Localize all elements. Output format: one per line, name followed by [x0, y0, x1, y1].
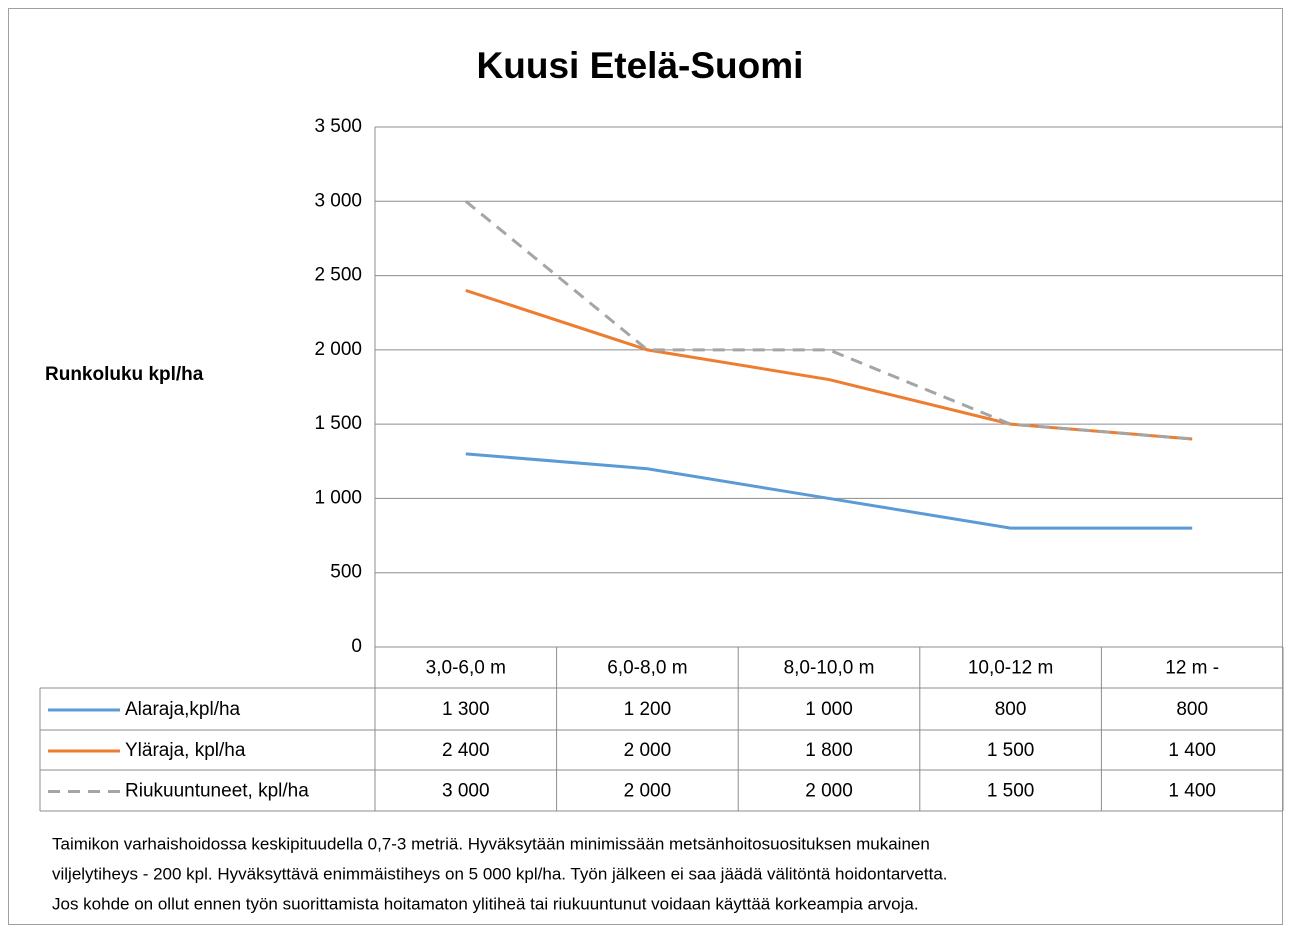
table-value: 2 000: [624, 740, 672, 761]
table-value: 3 000: [442, 781, 490, 802]
table-value: 1 400: [1168, 781, 1216, 802]
y-tick-label: 2 500: [314, 265, 362, 286]
y-tick-label: 2 000: [314, 339, 362, 360]
footnote: Taimikon varhaishoidossa keskipituudella…: [52, 834, 930, 853]
table-value: 800: [1176, 699, 1208, 720]
footnote: viljelytiheys - 200 kpl. Hyväksyttävä en…: [52, 864, 948, 883]
y-tick-label: 0: [351, 636, 362, 657]
legend-label: Alaraja,kpl/ha: [125, 699, 241, 720]
legend-label: Yläraja, kpl/ha: [125, 740, 246, 761]
chart-title: Kuusi Etelä-Suomi: [477, 45, 804, 86]
y-tick-label: 3 500: [314, 116, 362, 137]
y-tick-label: 3 000: [314, 190, 362, 211]
table-value: 1 800: [805, 740, 853, 761]
y-tick-label: 1 000: [314, 487, 362, 508]
x-tick-label: 8,0-10,0 m: [784, 658, 875, 679]
series-line: [465, 452, 1193, 530]
x-tick-label: 10,0-12 m: [968, 658, 1054, 679]
table-value: 2 400: [442, 740, 490, 761]
y-axis-label: Runkoluku kpl/ha: [45, 364, 204, 385]
footnote: Jos kohde on ollut ennen työn suorittami…: [52, 894, 919, 913]
x-tick-label: 6,0-8,0 m: [607, 658, 687, 679]
table-value: 800: [995, 699, 1027, 720]
table-value: 1 000: [805, 699, 853, 720]
table-value: 2 000: [805, 781, 853, 802]
y-tick-label: 500: [330, 562, 362, 583]
table-value: 2 000: [624, 781, 672, 802]
chart-border: [8, 8, 1283, 925]
y-tick-label: 1 500: [314, 413, 362, 434]
x-tick-label: 12 m -: [1165, 658, 1219, 679]
legend-label: Riukuuntuneet, kpl/ha: [125, 781, 309, 802]
table-value: 1 400: [1168, 740, 1216, 761]
table-value: 1 500: [987, 740, 1035, 761]
table-value: 1 500: [987, 781, 1035, 802]
x-tick-label: 3,0-6,0 m: [426, 658, 506, 679]
table-value: 1 300: [442, 699, 490, 720]
table-value: 1 200: [624, 699, 672, 720]
series-line: [465, 289, 1193, 441]
